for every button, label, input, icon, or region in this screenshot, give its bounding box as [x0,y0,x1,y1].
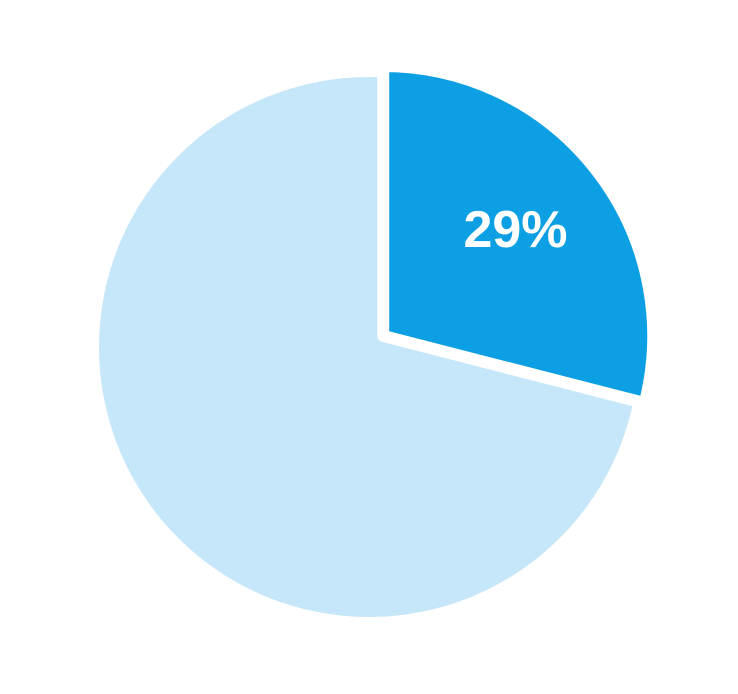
pie-slice-label: 29% [463,201,567,259]
pie-chart-container: 29% [0,0,738,694]
pie-chart: 29% [0,0,738,694]
